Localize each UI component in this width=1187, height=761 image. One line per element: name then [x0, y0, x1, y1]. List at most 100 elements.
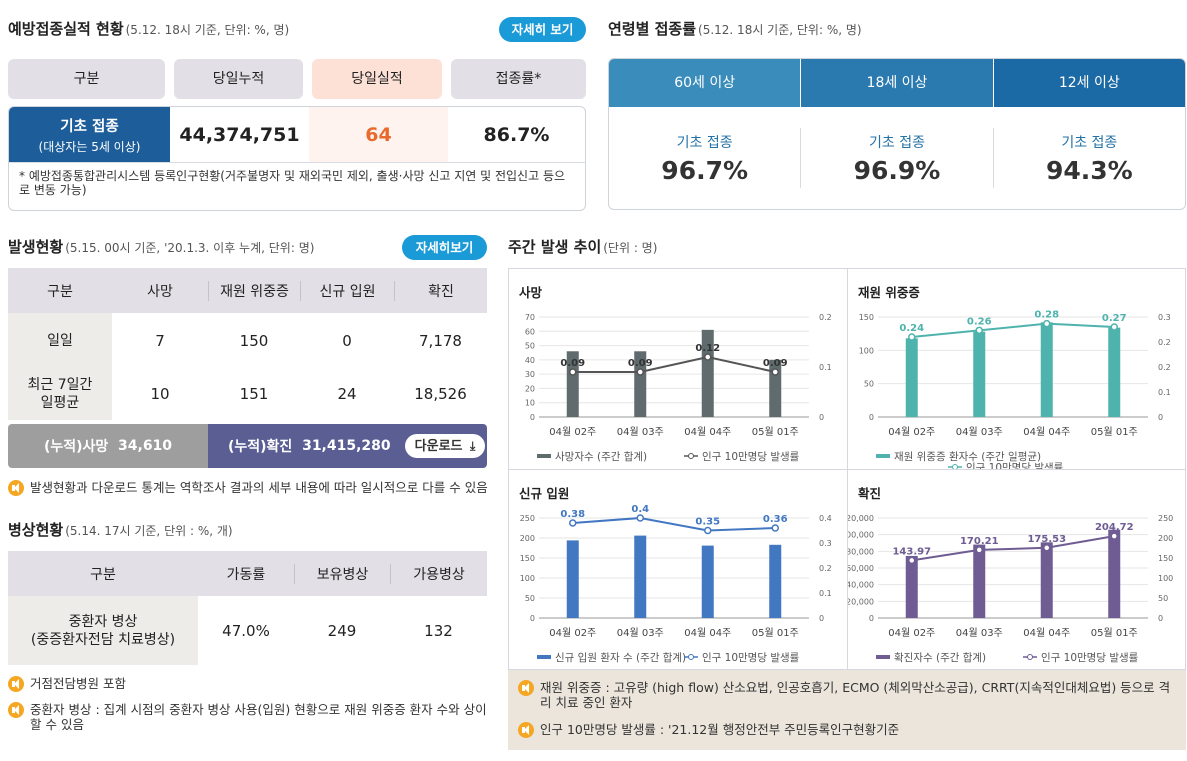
y-tick-label: 100,000 [848, 531, 874, 540]
vaccination-header-daily: 당일실적 [312, 59, 442, 99]
col-rate: 가동률 [226, 566, 266, 583]
rate-point [975, 546, 983, 554]
weekly-title-text: 주간 발생 추이 [508, 238, 602, 256]
rate-point [636, 514, 644, 522]
rate-point [1110, 532, 1118, 540]
rate-line [911, 535, 1115, 562]
divider [509, 469, 1185, 470]
table-row: 중환자 병상 (중증환자전담 치료병상) 47.0% 249 132 [8, 596, 487, 665]
rate-point [975, 326, 983, 335]
y-tick-label: 0 [869, 413, 874, 422]
cumulative-confirmed-value: 31,415,280 [302, 438, 391, 454]
legend-bars: 신규 입원 환자 수 (주간 합계) [555, 651, 686, 664]
data-label: 0.24 [899, 323, 924, 334]
y-tick-label: 200 [520, 534, 535, 543]
weekly-notes: 재원 위중증 : 고유량 (high flow) 산소요법, 인공호흡기, EC… [508, 670, 1186, 750]
y-tick-label: 150 [520, 554, 535, 563]
y-tick-label: 120,000 [848, 514, 874, 523]
beds-table: 구분 가동률 보유병상 가용병상 중환자 병상 (중증환자전담 치료병상) 47… [8, 551, 487, 665]
occurrence-note: 발생현황과 다운로드 통계는 역학조사 결과의 세부 내용에 따라 일시적으로 … [8, 480, 488, 496]
cell-confirmed: 18,526 [414, 385, 467, 403]
rate-point [908, 556, 916, 565]
chart-title: 재원 위중증 [858, 285, 920, 300]
beds-note-2: 중환자 병상 : 집계 시점의 중환자 병상 사용(입원) 현황으로 재원 위중… [8, 702, 488, 732]
admission-chart: 신규 입원 0 50 100 150 200 250 0 0.1 0.2 0.3 0.4 04월 02주… [519, 486, 832, 664]
data-label: 0.26 [967, 316, 992, 327]
tab-60-plus[interactable]: 60세 이상 [609, 59, 801, 107]
y2-tick-label: 150 [1158, 554, 1173, 563]
age-rate-item-18: 기초 접종 96.9% [801, 132, 992, 185]
legend-swatch-bars [537, 454, 551, 458]
bar [634, 351, 647, 417]
occurrence-detail-button[interactable]: 자세히보기 [402, 235, 487, 260]
data-label: 204.72 [1095, 522, 1134, 533]
weekly-note-1: 재원 위중증 : 고유량 (high flow) 산소요법, 인공호흡기, EC… [518, 680, 1178, 710]
row-label: 중환자 병상 (중증환자전담 치료병상) [8, 596, 198, 665]
y-tick-label: 60 [525, 327, 535, 336]
cumulative-bar: (누적)사망 34,610 (누적)확진 31,415,280 다운로드 ⤓ [8, 424, 487, 468]
cell-death: 10 [150, 385, 170, 403]
cell-admission: 0 [342, 331, 352, 350]
row-label-sub: (중증환자전담 치료병상) [30, 631, 176, 648]
x-tick-label: 04월 03주 [617, 627, 664, 639]
data-label: 0.28 [1034, 310, 1059, 321]
y2-tick-label: 0.2 [1158, 363, 1171, 372]
col-severe: 재원 위중증 [208, 280, 300, 301]
legend-swatch-bars [876, 454, 890, 458]
cumulative-death-label: (누적)사망 [43, 439, 109, 455]
cell-rate: 47.0% [222, 621, 270, 640]
bar [973, 544, 986, 618]
y2-tick-label: 0 [819, 413, 824, 422]
y2-tick-label: 0.1 [819, 589, 832, 598]
beds-note-1: 거점전담병원 포함 [8, 676, 488, 692]
legend-line: 인구 10만명당 발생률 [1041, 652, 1139, 664]
y2-tick-label: 0 [819, 614, 824, 623]
data-label: 0.35 [695, 517, 720, 528]
data-label: 0.27 [1102, 313, 1127, 324]
y2-tick-label: 0.1 [819, 363, 832, 372]
cell-confirmed: 7,178 [419, 331, 462, 350]
legend-swatch-point [688, 654, 694, 660]
x-tick-label: 04월 04주 [1023, 627, 1070, 639]
rate-point [1043, 319, 1051, 328]
data-label: 143.97 [892, 546, 931, 557]
y2-tick-label: 0.4 [819, 514, 832, 523]
y2-tick-label: 0.2 [819, 564, 832, 573]
weekly-charts: 사망 0 10 20 30 40 50 60 70 0 0.1 0.2 04월 02주 04월 03주 04… [508, 268, 1186, 670]
y-tick-label: 100 [859, 346, 874, 355]
vaccination-header-rate: 접종률* [451, 59, 586, 99]
cumulative-death-value: 34,610 [118, 438, 173, 454]
legend-line: 인구 10만명당 발생률 [702, 652, 800, 664]
vaccination-table: 기초 접종 (대상자는 5세 이상) 44,374,751 64 86.7% *… [8, 106, 586, 211]
tab-18-plus[interactable]: 18세 이상 [800, 59, 993, 107]
tab-12-plus[interactable]: 12세 이상 [992, 59, 1185, 107]
x-tick-label: 04월 02주 [888, 426, 935, 438]
vaccination-header-cumulative: 당일누적 [174, 59, 303, 99]
occurrence-note-text: 발생현황과 다운로드 통계는 역학조사 결과의 세부 내용에 따라 일시적으로 … [30, 480, 488, 495]
rate-point [908, 333, 916, 341]
vaccination-rate-value: 86.7% [483, 123, 550, 146]
y-tick-label: 80,000 [848, 547, 874, 556]
beds-note-1-text: 거점전담병원 포함 [30, 676, 126, 691]
rate-point [1110, 323, 1118, 331]
y2-tick-label: 200 [1158, 534, 1173, 543]
vaccination-row: 기초 접종 (대상자는 5세 이상) 44,374,751 64 86.7% [9, 107, 585, 163]
age-rate-panel: 60세 이상 18세 이상 12세 이상 기초 접종 96.7% 기초 접종 9… [608, 58, 1186, 210]
beds-title-text: 병상현황 [8, 521, 64, 539]
age-rate-label: 기초 접종 [869, 134, 925, 151]
y2-tick-label: 0.1 [1158, 388, 1171, 397]
download-button[interactable]: 다운로드 ⤓ [404, 434, 486, 458]
data-label: 0.38 [560, 509, 585, 520]
row-label: 최근 7일간 일평균 [8, 368, 112, 420]
rate-point [771, 368, 779, 376]
legend-swatch-point [952, 464, 958, 469]
y2-tick-label: 0 [1158, 413, 1163, 422]
y2-tick-label: 0.2 [1158, 338, 1171, 347]
x-tick-label: 04월 02주 [888, 627, 935, 639]
y-tick-label: 20,000 [848, 597, 874, 606]
y-tick-label: 40 [525, 356, 535, 365]
age-rate-item-12: 기초 접종 94.3% [994, 132, 1185, 185]
vaccination-row-label: 기초 접종 (대상자는 5세 이상) [9, 107, 170, 162]
occurrence-title-text: 발생현황 [8, 238, 64, 256]
vaccination-detail-button[interactable]: 자세히 보기 [499, 17, 586, 42]
